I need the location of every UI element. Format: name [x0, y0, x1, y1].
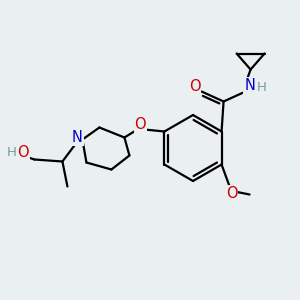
Text: O: O — [226, 186, 237, 201]
Text: H: H — [7, 146, 16, 159]
Text: O: O — [135, 117, 146, 132]
Text: O: O — [18, 145, 29, 160]
Text: H: H — [256, 81, 266, 94]
Text: O: O — [189, 79, 200, 94]
Text: N: N — [72, 130, 83, 145]
Text: N: N — [244, 78, 255, 93]
